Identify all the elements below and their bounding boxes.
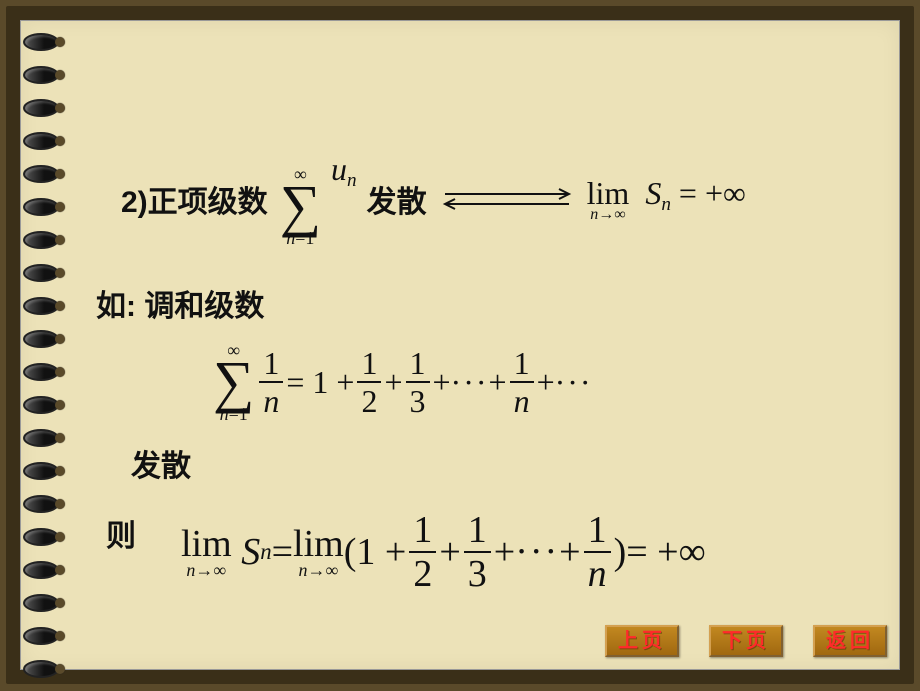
prev-button[interactable]: 上页 bbox=[605, 625, 679, 657]
nav-buttons: 上页 下页 返回 bbox=[605, 625, 887, 657]
then-label: 则 bbox=[106, 511, 136, 555]
statement-line: 2)正项级数 ∞ ∑ n=1 un 发散 bbox=[121, 151, 859, 247]
statement-prefix: 2)正项级数 bbox=[121, 177, 268, 221]
limit-expansion: lim n→∞ Sn = lim n→∞ (1 + 12 + 13 + ··· … bbox=[181, 511, 706, 593]
next-button[interactable]: 下页 bbox=[709, 625, 783, 657]
diverge-label-2: 发散 bbox=[131, 441, 191, 485]
outer-frame: 2)正项级数 ∞ ∑ n=1 un 发散 bbox=[6, 6, 914, 684]
spiral-binding bbox=[13, 31, 73, 691]
double-arrow-icon bbox=[437, 186, 577, 212]
example-label: 如: 调和级数 bbox=[96, 281, 264, 325]
paper-background: 2)正项级数 ∞ ∑ n=1 un 发散 bbox=[20, 20, 900, 670]
sum-expression: ∞ ∑ n=1 un bbox=[278, 151, 357, 247]
slide-content: 2)正项级数 ∞ ∑ n=1 un 发散 bbox=[91, 51, 869, 599]
limit-expression-1: lim n→∞ Sn = +∞ bbox=[587, 175, 746, 223]
diverge-label-1: 发散 bbox=[367, 177, 427, 221]
harmonic-series: ∞ ∑ n=1 1n = 1 + 12 + 13 + ··· + 1n + ··… bbox=[211, 341, 593, 423]
back-button[interactable]: 返回 bbox=[813, 625, 887, 657]
